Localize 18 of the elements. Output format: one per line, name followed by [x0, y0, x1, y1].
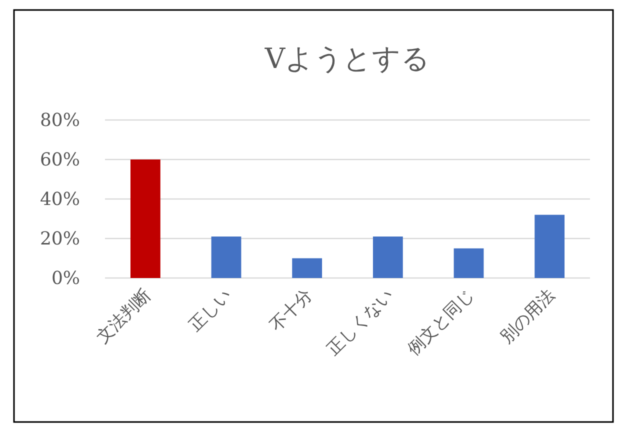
bar — [534, 214, 565, 278]
bar — [130, 160, 160, 278]
bar — [372, 236, 403, 278]
chart-title: Vようとする — [264, 42, 430, 75]
x-tick-label: 別の用法 — [496, 285, 560, 348]
bar — [292, 258, 322, 278]
bar — [211, 236, 242, 278]
y-tick-label: 40% — [40, 189, 80, 210]
y-tick-label: 60% — [40, 150, 80, 170]
y-tick-label: 0% — [51, 268, 80, 289]
x-tick-label: 正しくない — [323, 285, 398, 360]
bar — [454, 248, 484, 278]
x-tick-label: 文法判断 — [92, 285, 155, 348]
y-tick-label: 80% — [40, 110, 80, 131]
y-tick-label: 20% — [40, 228, 80, 250]
x-tick-label: 正しい — [186, 285, 236, 336]
x-tick-label: 例文と同じ — [404, 285, 478, 360]
x-tick-label: 不十分 — [266, 285, 317, 336]
